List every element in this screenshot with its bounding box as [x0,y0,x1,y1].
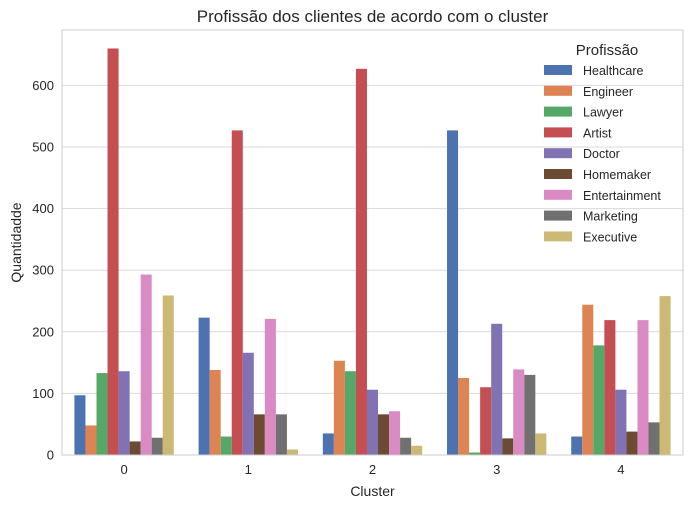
bar-executive-cluster-0 [162,295,174,455]
bar-artist-cluster-0 [107,48,119,455]
bar-doctor-cluster-3 [491,323,503,455]
bar-entertainment-cluster-2 [389,411,401,455]
bar-executive-cluster-3 [535,433,547,455]
bar-entertainment-cluster-1 [264,318,276,455]
legend-label-executive: Executive [583,230,637,244]
bar-healthcare-cluster-1 [198,317,210,455]
legend-label-healthcare: Healthcare [583,64,643,78]
legend-label-homemaker: Homemaker [583,168,651,182]
bar-healthcare-cluster-0 [74,395,86,455]
legend-swatch-engineer [544,85,572,96]
legend-swatch-doctor [544,148,572,159]
y-tick-labels: 0 100 200 300 400 500 600 [32,78,54,463]
legend-swatch-lawyer [544,106,572,117]
y-tick-label: 500 [32,140,54,155]
legend-swatch-entertainment [544,189,572,200]
legend-swatch-artist [544,127,572,138]
bar-healthcare-cluster-2 [322,433,334,455]
bar-doctor-cluster-4 [615,389,627,455]
bar-lawyer-cluster-2 [344,371,356,455]
y-tick-label: 200 [32,324,54,339]
legend-swatch-marketing [544,210,572,221]
bar-entertainment-cluster-4 [637,320,649,455]
bar-lawyer-cluster-0 [96,373,108,455]
bar-doctor-cluster-2 [366,389,379,455]
legend-swatch-executive [544,231,572,242]
legend-swatch-healthcare [544,65,572,75]
bar-homemaker-cluster-2 [378,414,390,455]
bar-executive-cluster-2 [411,445,423,455]
y-tick-label: 300 [32,263,54,278]
y-tick-label: 600 [32,78,54,93]
bar-engineer-cluster-0 [85,425,97,455]
bar-doctor-cluster-0 [118,371,130,455]
y-tick-label: 0 [47,448,54,463]
bar-homemaker-cluster-0 [129,441,141,455]
x-tick-labels: 0 1 2 3 4 [120,462,624,477]
legend-label-entertainment: Entertainment [583,189,661,203]
bar-lawyer-cluster-1 [220,436,232,455]
legend-label-marketing: Marketing [583,210,638,224]
bar-engineer-cluster-2 [333,360,345,455]
bar-healthcare-cluster-3 [447,130,459,455]
x-tick-label: 1 [245,462,252,477]
bar-executive-cluster-1 [286,449,298,455]
legend-title: Profissão [576,42,639,59]
bar-entertainment-cluster-3 [513,369,525,455]
bar-executive-cluster-4 [659,296,671,455]
bar-engineer-cluster-3 [458,378,470,455]
legend-label-engineer: Engineer [583,85,633,99]
x-tick-label: 0 [120,462,127,477]
y-tick-label: 400 [32,201,54,216]
bar-artist-cluster-1 [231,130,243,455]
bar-engineer-cluster-4 [582,304,594,455]
bar-homemaker-cluster-1 [253,414,265,455]
bar-entertainment-cluster-0 [140,274,152,455]
bar-healthcare-cluster-4 [571,436,583,455]
plot-frame [61,29,684,456]
bar-lawyer-cluster-3 [469,452,481,455]
bar-engineer-cluster-1 [209,370,221,455]
chart-title: Profissão dos clientes de acordo com o c… [197,7,549,26]
bar-lawyer-cluster-4 [593,345,605,455]
bar-marketing-cluster-2 [400,437,412,455]
bar-artist-cluster-4 [604,320,616,455]
bar-homemaker-cluster-4 [626,431,638,455]
bar-marketing-cluster-4 [648,422,660,455]
x-tick-label: 4 [617,462,624,477]
legend-label-doctor: Doctor [583,147,620,161]
bar-marketing-cluster-0 [151,437,163,455]
bar-artist-cluster-3 [480,387,492,455]
legend: Profissão Healthcare Engineer Lawyer Artist… [544,42,661,244]
x-axis-label: Cluster [350,483,395,499]
x-tick-label: 3 [493,462,500,477]
y-axis-label: Quantidadde [8,202,24,282]
bar-doctor-cluster-1 [242,352,254,455]
bar-artist-cluster-2 [355,68,367,455]
y-tick-label: 100 [32,386,54,401]
bars [74,48,671,455]
legend-label-lawyer: Lawyer [583,106,623,120]
legend-swatch-homemaker [544,169,572,179]
bar-marketing-cluster-1 [275,414,287,455]
bar-marketing-cluster-3 [524,374,536,455]
legend-label-artist: Artist [583,126,612,140]
bar-homemaker-cluster-3 [502,438,514,455]
x-tick-label: 2 [369,462,376,477]
